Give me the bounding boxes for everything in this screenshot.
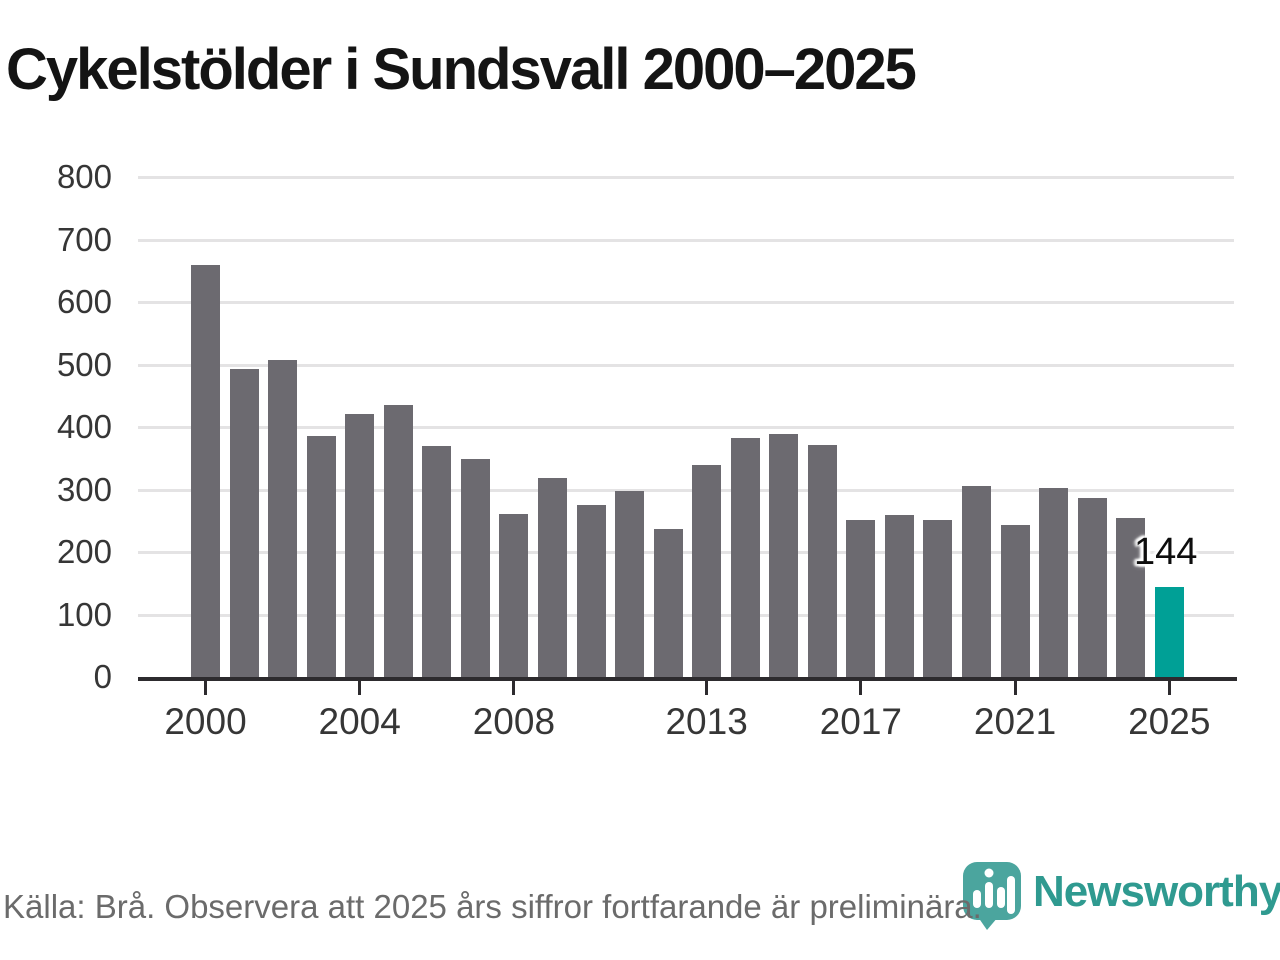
x-axis-tick-2025	[1167, 681, 1171, 695]
bar-2009	[537, 477, 567, 677]
x-axis-tick-2021	[1013, 681, 1017, 695]
newsworthy-pin-barchart-icon	[963, 862, 1021, 930]
y-axis-label-700: 700	[56, 220, 112, 258]
bar-2012	[653, 528, 683, 677]
y-axis-label-0: 0	[93, 658, 112, 695]
x-axis-label-2017: 2017	[819, 701, 902, 742]
bar-2015	[769, 433, 799, 677]
y-axis-label-500: 500	[56, 345, 112, 383]
x-axis-label-2004: 2004	[318, 701, 401, 742]
bar-2005	[383, 404, 413, 677]
bar-2021	[1000, 524, 1030, 677]
y-axis-label-800: 800	[56, 158, 112, 195]
bar-2000	[191, 264, 220, 677]
y-axis-label-600: 600	[56, 283, 112, 320]
bar-2007	[460, 458, 490, 677]
bar-2023	[1077, 498, 1107, 677]
bar-2018	[884, 514, 914, 677]
x-axis-label-2008: 2008	[472, 701, 556, 742]
bar-2016	[807, 444, 837, 677]
bar-2025	[1154, 587, 1184, 677]
bar-2019	[923, 519, 953, 677]
bar-2013	[692, 464, 722, 677]
highlight-value-label: 144	[1134, 531, 1198, 573]
x-axis-label-2013: 2013	[665, 701, 748, 742]
bar-2001	[229, 368, 259, 677]
gridline-y-800	[138, 176, 1234, 179]
x-axis-tick-2008	[512, 681, 516, 695]
bar-2004	[345, 413, 375, 677]
chart-title: Cykelstölder i Sundsvall 2000–2025	[6, 37, 917, 102]
gridline-y-200	[138, 551, 1234, 554]
y-axis-label-400: 400	[56, 408, 112, 445]
gridline-y-400	[138, 426, 1234, 429]
x-axis-label-2000: 2000	[164, 701, 247, 742]
bar-2020	[962, 486, 991, 677]
bar-2008	[499, 513, 529, 677]
gridline-y-600	[138, 301, 1234, 304]
bar-2014	[730, 437, 760, 677]
bar-2010	[576, 504, 606, 677]
y-axis-label-100: 100	[56, 595, 112, 633]
x-axis-line	[138, 677, 1237, 681]
y-axis-label-300: 300	[56, 470, 112, 508]
x-axis-label-2021: 2021	[973, 701, 1057, 742]
bar-chart-plot-area: 0 100 200 300 400 500 600 700 800 2000 2004 2008 201…	[56, 158, 1237, 742]
bar-2024	[1116, 518, 1146, 677]
source-note: Källa: Brå. Observera att 2025 års siffr…	[3, 888, 982, 925]
x-axis-tick-2004	[358, 681, 362, 695]
newsworthy-logo: Newsworthy	[961, 860, 1280, 930]
gridline-y-300	[138, 488, 1234, 492]
x-axis-tick-2017	[859, 681, 863, 695]
y-axis-label-200: 200	[56, 533, 112, 570]
bar-2011	[615, 490, 645, 677]
newsworthy-logo-text: Newsworthy	[1033, 867, 1280, 916]
bar-2006	[422, 445, 452, 677]
x-axis-label-2025: 2025	[1128, 701, 1211, 742]
bar-2003	[306, 435, 336, 677]
bar-2017	[846, 520, 876, 677]
gridline-y-700	[138, 238, 1234, 242]
x-axis-tick-2013	[705, 681, 709, 695]
bar-2002	[268, 360, 298, 677]
gridline-y-500	[138, 363, 1234, 367]
x-axis-tick-2000	[204, 681, 207, 695]
bar-2022	[1039, 487, 1069, 677]
gridline-y-100	[138, 613, 1234, 617]
